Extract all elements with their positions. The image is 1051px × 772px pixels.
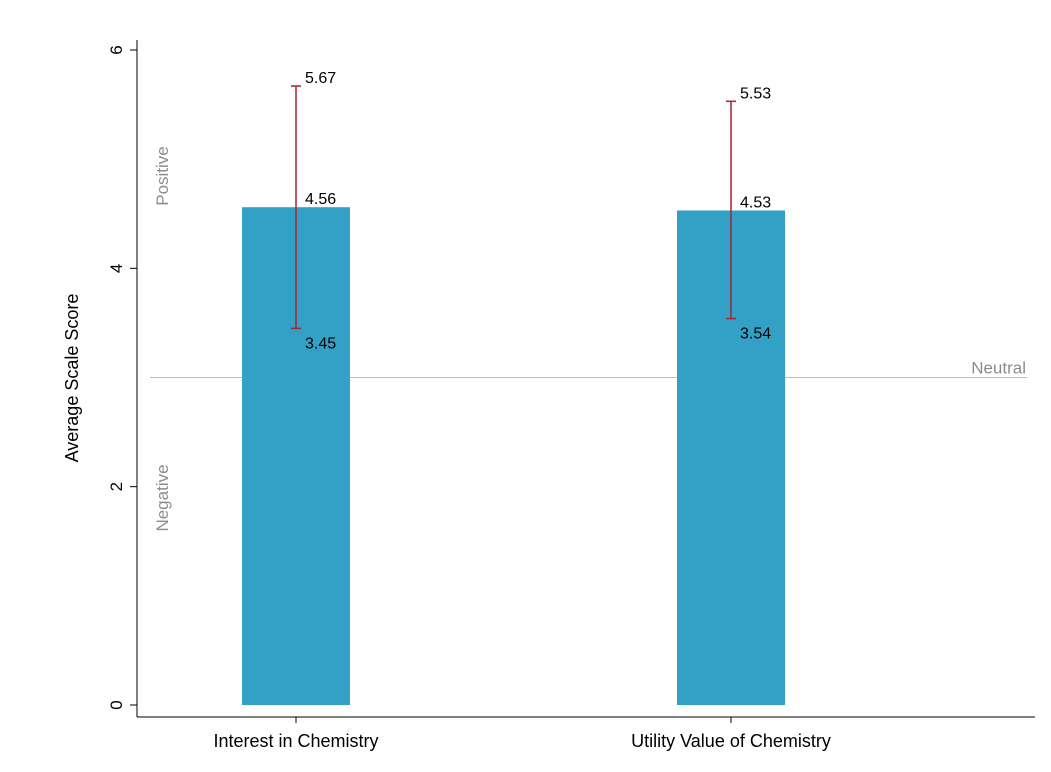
x-category-label: Interest in Chemistry bbox=[213, 731, 378, 751]
y-tick-label: 0 bbox=[107, 700, 126, 709]
y-tick-label: 4 bbox=[107, 264, 126, 273]
negative-region-label: Negative bbox=[153, 464, 172, 531]
y-tick-label: 6 bbox=[107, 45, 126, 54]
error-low-label: 3.54 bbox=[740, 326, 771, 343]
x-category-label: Utility Value of Chemistry bbox=[631, 731, 831, 751]
bar-value-label: 4.53 bbox=[740, 194, 771, 211]
positive-region-label: Positive bbox=[153, 146, 172, 206]
y-axis-title: Average Scale Score bbox=[62, 294, 82, 463]
error-low-label: 3.45 bbox=[305, 335, 336, 352]
neutral-label: Neutral bbox=[971, 359, 1026, 378]
y-tick-label: 2 bbox=[107, 482, 126, 491]
error-high-label: 5.67 bbox=[305, 70, 336, 87]
bar-value-label: 4.56 bbox=[305, 191, 336, 208]
error-high-label: 5.53 bbox=[740, 85, 771, 102]
